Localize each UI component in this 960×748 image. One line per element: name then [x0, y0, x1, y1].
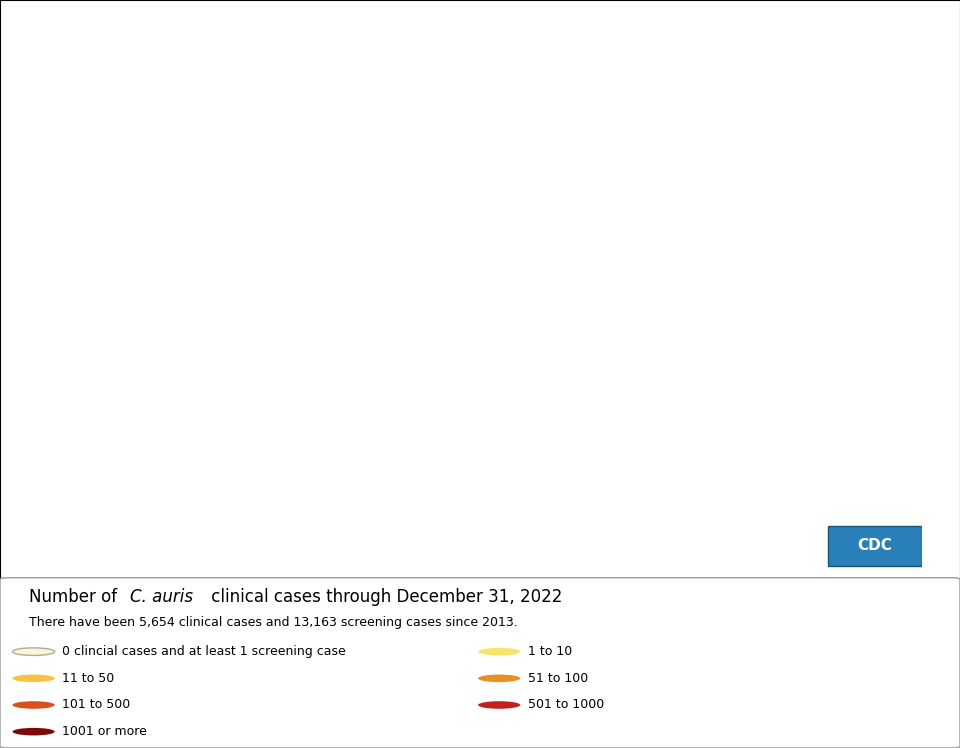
FancyBboxPatch shape	[828, 526, 922, 566]
Text: 11 to 50: 11 to 50	[62, 672, 114, 685]
Circle shape	[478, 701, 520, 709]
Circle shape	[12, 675, 55, 682]
Text: C. auris: C. auris	[130, 588, 193, 606]
Text: clinical cases through December 31, 2022: clinical cases through December 31, 2022	[206, 588, 563, 606]
Circle shape	[12, 728, 55, 735]
Text: Number of: Number of	[29, 588, 122, 606]
Text: 1001 or more: 1001 or more	[62, 725, 147, 738]
Circle shape	[12, 648, 55, 655]
Text: 51 to 100: 51 to 100	[528, 672, 588, 685]
Text: 0 clincial cases and at least 1 screening case: 0 clincial cases and at least 1 screenin…	[62, 646, 347, 658]
Circle shape	[478, 648, 520, 655]
Text: 1 to 10: 1 to 10	[528, 646, 572, 658]
Text: There have been 5,654 clinical cases and 13,163 screening cases since 2013.: There have been 5,654 clinical cases and…	[29, 616, 517, 629]
Text: 501 to 1000: 501 to 1000	[528, 699, 604, 711]
FancyBboxPatch shape	[0, 577, 960, 748]
Circle shape	[12, 701, 55, 709]
Circle shape	[478, 675, 520, 682]
Text: 101 to 500: 101 to 500	[62, 699, 131, 711]
Text: CDC: CDC	[857, 538, 892, 553]
